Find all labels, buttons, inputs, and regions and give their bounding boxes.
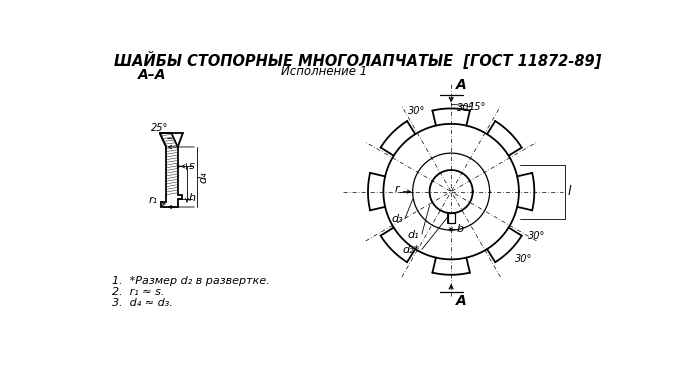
Text: 2.  r₁ ≈ s.: 2. r₁ ≈ s. (112, 287, 164, 297)
Text: Исполнение 1: Исполнение 1 (281, 65, 368, 78)
Text: ШАЙБЫ СТОПОРНЫЕ МНОГОЛАПЧАТЫЕ  [ГОСТ 11872-89]: ШАЙБЫ СТОПОРНЫЕ МНОГОЛАПЧАТЫЕ [ГОСТ 1187… (113, 51, 601, 69)
Text: d₂*: d₂* (402, 245, 419, 255)
Text: 15°: 15° (468, 102, 486, 112)
Text: h: h (188, 193, 195, 203)
Text: b: b (457, 224, 464, 234)
Text: 1.  *Размер d₂ в развертке.: 1. *Размер d₂ в развертке. (112, 276, 270, 286)
Text: А: А (456, 294, 466, 308)
Text: А–А: А–А (138, 68, 167, 83)
Text: 30°: 30° (408, 106, 425, 116)
Text: d₃: d₃ (391, 214, 402, 224)
Text: 30°: 30° (528, 231, 545, 241)
Text: r₁: r₁ (148, 195, 158, 205)
Text: l: l (568, 185, 571, 198)
Text: r: r (394, 184, 399, 194)
Text: s: s (188, 161, 195, 170)
Text: 30°: 30° (515, 254, 533, 264)
Bar (448, 213, 454, 223)
Text: 25°: 25° (151, 123, 169, 133)
Text: 3.  d₄ ≈ d₃.: 3. d₄ ≈ d₃. (112, 298, 173, 308)
Text: d₄: d₄ (199, 171, 209, 183)
Text: 30°: 30° (457, 103, 475, 113)
Text: d₁: d₁ (408, 230, 419, 240)
Text: А: А (456, 78, 466, 92)
